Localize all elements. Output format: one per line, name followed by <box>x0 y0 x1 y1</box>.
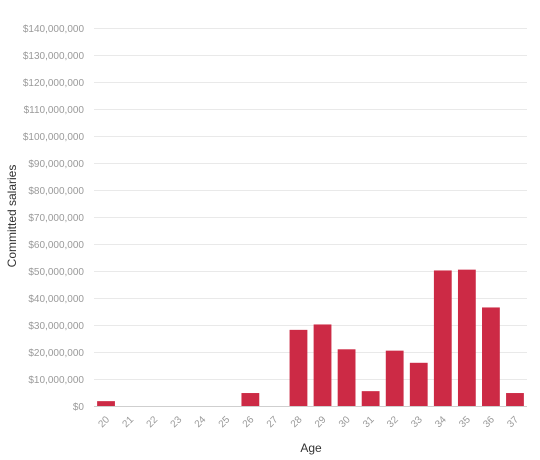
x-tick-label: 32 <box>385 414 401 430</box>
bar[interactable] <box>433 270 452 406</box>
y-tick-label: $10,000,000 <box>28 375 84 386</box>
y-tick-label: $130,000,000 <box>23 51 85 62</box>
x-tick-label: 29 <box>313 414 329 430</box>
x-tick-label: 22 <box>145 414 161 430</box>
x-tick-label: 23 <box>169 414 185 430</box>
bar[interactable] <box>289 329 308 406</box>
y-tick-label: $20,000,000 <box>28 348 84 359</box>
y-tick-label: $50,000,000 <box>28 267 84 278</box>
bar[interactable] <box>385 350 404 406</box>
x-tick-label: 36 <box>481 414 497 430</box>
y-tick-label: $140,000,000 <box>23 24 85 35</box>
x-tick-label: 31 <box>361 414 377 430</box>
y-tick-label: $110,000,000 <box>24 105 85 116</box>
bar[interactable] <box>457 269 476 406</box>
bar[interactable] <box>361 391 380 406</box>
bar[interactable] <box>482 307 500 406</box>
bars <box>97 269 524 406</box>
y-tick-label: $100,000,000 <box>23 132 85 143</box>
bar[interactable] <box>337 349 356 406</box>
x-tick-label: 24 <box>193 414 209 430</box>
bar[interactable] <box>241 393 260 406</box>
x-tick-label: 20 <box>96 414 112 430</box>
y-tick-label: $60,000,000 <box>28 240 84 251</box>
y-tick-label: $0 <box>73 402 85 413</box>
x-tick-label: 27 <box>265 414 281 430</box>
y-axis-title: Committed salaries <box>5 165 19 268</box>
y-tick-label: $40,000,000 <box>28 294 84 305</box>
bar[interactable] <box>313 324 332 406</box>
y-tick-label: $70,000,000 <box>28 213 84 224</box>
bar[interactable] <box>506 393 524 406</box>
bar[interactable] <box>97 401 115 406</box>
x-tick-label: 34 <box>433 414 449 430</box>
x-axis-ticks: 20 21 22 23 24 25 26 27 28 29 30 31 32 33 34 35 36 37 <box>96 414 521 430</box>
x-tick-label: 25 <box>217 414 233 430</box>
y-tick-label: $120,000,000 <box>23 78 85 89</box>
y-axis-ticks: $0 $10,000,000 $20,000,000 $30,000,000 $40,0… <box>23 24 85 413</box>
x-tick-label: 26 <box>241 414 257 430</box>
bar[interactable] <box>409 362 428 406</box>
grid-lines <box>94 28 527 407</box>
x-tick-label: 37 <box>505 414 521 430</box>
x-tick-label: 28 <box>289 414 305 430</box>
y-tick-label: $30,000,000 <box>28 321 84 332</box>
y-tick-label: $80,000,000 <box>28 186 84 197</box>
x-axis-title: Age <box>300 441 322 455</box>
x-tick-label: 35 <box>457 414 473 430</box>
y-tick-label: $90,000,000 <box>28 159 84 170</box>
x-tick-label: 30 <box>337 414 353 430</box>
x-tick-label: 21 <box>120 414 136 430</box>
x-tick-label: 33 <box>409 414 425 430</box>
